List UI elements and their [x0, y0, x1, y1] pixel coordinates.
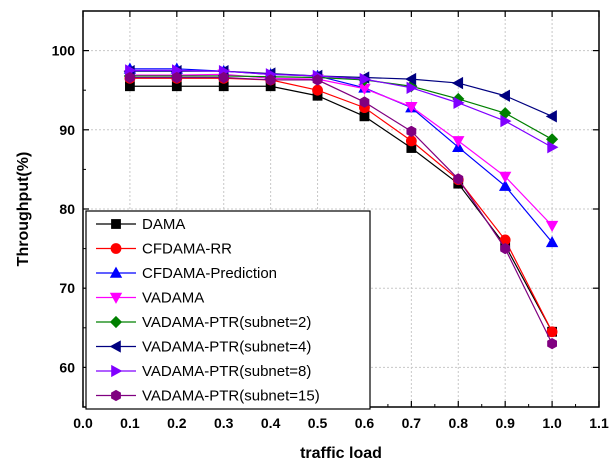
legend-label: DAMA: [142, 216, 185, 233]
x-tick-label: 1.0: [542, 415, 562, 431]
x-tick-label: 0.3: [214, 415, 234, 431]
x-tick-label: 0.1: [120, 415, 140, 431]
data-point: [545, 110, 557, 123]
x-tick-label: 0.7: [402, 415, 422, 431]
data-point: [546, 326, 558, 338]
legend-entry: CFDAMA-RR: [96, 241, 232, 258]
data-point: [125, 71, 135, 84]
y-tick-label: 80: [59, 201, 75, 217]
x-tick-label: 0.6: [355, 415, 375, 431]
legend-label: VADAMA-PTR(subnet=2): [142, 314, 311, 331]
legend: DAMA CFDAMA-RR CFDAMA-Prediction VADAMA VADA…: [85, 210, 371, 410]
series-line: [129, 76, 553, 344]
legend-label: VADAMA-PTR(subnet=8): [142, 363, 311, 380]
data-point: [499, 171, 512, 183]
x-axis-title: traffic load: [300, 445, 382, 462]
legend-label: VADAMA-PTR(subnet=4): [142, 339, 311, 356]
data-point: [359, 72, 371, 86]
y-tick-label: 90: [59, 122, 75, 138]
data-point: [171, 71, 182, 84]
data-point: [359, 111, 370, 122]
y-tick-label: 70: [59, 280, 75, 296]
x-tick-label: 0.0: [73, 415, 93, 431]
data-point: [405, 72, 417, 86]
data-point: [359, 96, 370, 108]
data-point: [452, 136, 465, 148]
legend-marker: [109, 266, 123, 278]
series-vadama: [123, 69, 559, 232]
legend-label: CFDAMA-RR: [142, 241, 232, 258]
legend-marker: [111, 389, 121, 402]
data-point: [312, 74, 323, 86]
data-point: [499, 179, 512, 191]
x-tick-label: 0.2: [167, 415, 187, 431]
series-line: [129, 68, 553, 243]
data-point: [545, 235, 559, 248]
legend-entry: DAMA: [96, 216, 185, 233]
x-tick-label: 0.9: [495, 415, 515, 431]
data-point: [545, 220, 559, 232]
legend-marker: [111, 364, 123, 378]
x-tick-label: 1.1: [589, 415, 609, 431]
data-point: [453, 173, 464, 185]
data-point: [265, 74, 276, 86]
x-tick-label: 0.5: [308, 415, 328, 431]
data-point: [406, 125, 417, 138]
legend-label: VADAMA-PTR(subnet=15): [142, 388, 320, 405]
series-line: [129, 77, 553, 333]
legend-marker: [109, 340, 121, 353]
data-point: [451, 76, 464, 90]
series-vadama-ptr-subnet-15-: [125, 71, 557, 350]
legend-marker: [110, 243, 122, 254]
data-point: [453, 96, 465, 110]
series-line: [129, 73, 553, 227]
series-line: [129, 69, 553, 148]
y-tick-label: 60: [59, 359, 75, 375]
legend-marker: [109, 292, 123, 304]
series-vadama-ptr-subnet-4-: [123, 65, 557, 123]
y-tick-label: 100: [52, 43, 76, 59]
x-tick-label: 0.4: [261, 415, 281, 431]
legend-entry: VADAMA-PTR(subnet=2): [96, 314, 311, 331]
series-layer: [123, 62, 559, 350]
data-point: [312, 84, 323, 96]
series-line: [129, 75, 553, 140]
data-point: [406, 81, 418, 95]
data-point: [498, 89, 510, 102]
legend-marker: [111, 219, 121, 229]
data-point: [405, 135, 417, 147]
data-point: [218, 71, 229, 84]
data-point: [500, 242, 511, 255]
legend-entry: VADAMA-PTR(subnet=15): [96, 388, 320, 405]
data-point: [500, 114, 512, 128]
legend-entry: CFDAMA-Prediction: [96, 265, 277, 282]
data-point: [547, 337, 557, 350]
x-tick-label: 0.8: [449, 415, 469, 431]
legend-entry: VADAMA: [96, 290, 204, 307]
data-point: [405, 102, 418, 114]
data-point: [547, 141, 559, 154]
legend-label: CFDAMA-Prediction: [142, 265, 277, 282]
legend-box: [85, 210, 371, 410]
legend-entry: VADAMA-PTR(subnet=4): [96, 339, 311, 356]
legend-marker: [109, 315, 123, 329]
legend-entry: VADAMA-PTR(subnet=8): [96, 363, 311, 380]
legend-label: VADAMA: [142, 290, 204, 307]
y-axis-title: Throughput(%): [15, 152, 32, 267]
